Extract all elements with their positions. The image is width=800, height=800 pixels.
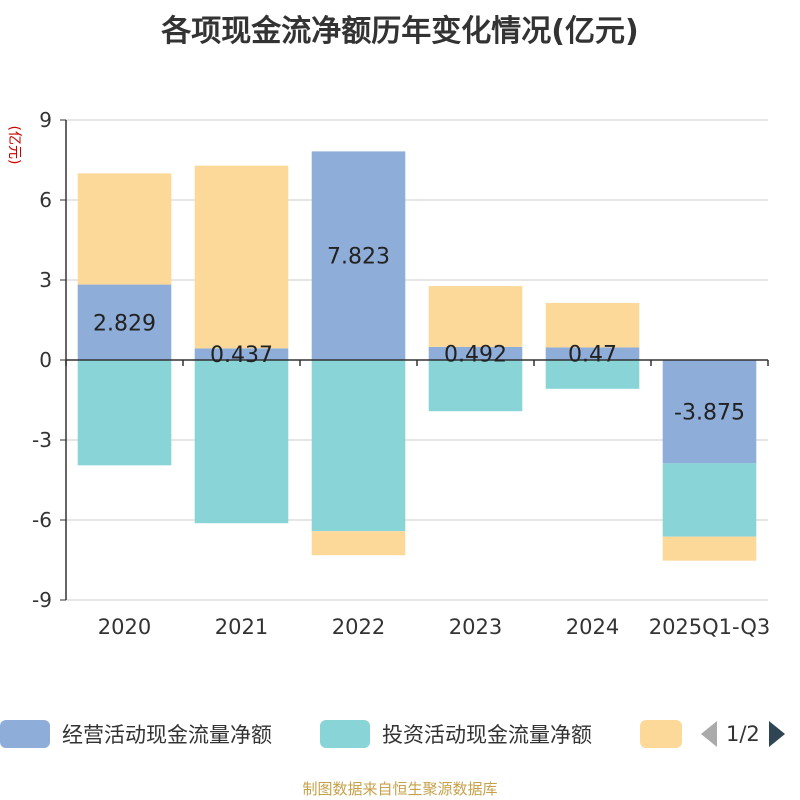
legend-label-investing: 投资活动现金流量净额 — [382, 723, 592, 747]
y-tick-label: -6 — [32, 508, 52, 532]
legend-prev-page-icon[interactable] — [700, 720, 718, 748]
bar-investing-2022[interactable] — [311, 360, 406, 532]
bar-investing-2021[interactable] — [194, 360, 289, 524]
x-tick-label: 2020 — [98, 615, 151, 639]
bar-operating-2023[interactable] — [428, 346, 523, 360]
legend-label-operating: 经营活动现金流量净额 — [62, 723, 272, 747]
x-tick-label: 2024 — [566, 615, 619, 639]
legend-item-operating[interactable]: 经营活动现金流量净额 — [0, 716, 272, 752]
legend-page-indicator: 1/2 — [726, 722, 760, 746]
data-label: 0.492 — [444, 342, 507, 367]
data-label: 0.437 — [210, 343, 273, 368]
y-tick-label: 3 — [39, 268, 52, 292]
legend-next-page-icon[interactable] — [768, 720, 786, 748]
bar-operating-2024[interactable] — [545, 347, 640, 360]
data-label: 0.47 — [568, 343, 617, 368]
bar-investing-2025Q1-Q3[interactable] — [662, 463, 757, 537]
bar-investing-2024[interactable] — [545, 360, 640, 389]
y-axis-unit-label: (亿元) — [6, 126, 22, 165]
legend-swatch-operating — [0, 720, 50, 748]
data-source-note: 制图数据来自恒生聚源数据库 — [302, 780, 498, 798]
x-tick-label: 2023 — [449, 615, 502, 639]
bar-operating-2025Q1-Q3[interactable] — [662, 360, 757, 464]
bar-operating-2020[interactable] — [77, 284, 172, 360]
chart-title: 各项现金流净额历年变化情况(亿元) — [161, 14, 639, 49]
y-tick-label: 0 — [39, 348, 52, 372]
bar-financing-2024[interactable] — [545, 302, 640, 348]
bar-operating-2021[interactable] — [194, 348, 289, 360]
y-tick-label: 9 — [39, 108, 52, 132]
bar-chart: (亿元) 9 6 3 0 -3 -6 -9 2020 2021 2022 2023 2024 2025Q… — [6, 108, 771, 639]
bar-financing-2022[interactable] — [311, 531, 406, 556]
bar-financing-2025Q1-Q3[interactable] — [662, 536, 757, 561]
legend-item-investing[interactable]: 投资活动现金流量净额 — [320, 716, 592, 752]
bar-financing-2023[interactable] — [428, 286, 523, 347]
y-tick-label: 6 — [39, 188, 52, 212]
x-tick-label: 2025Q1-Q3 — [649, 615, 771, 639]
data-label: 7.823 — [327, 245, 390, 270]
data-label: -3.875 — [674, 401, 745, 426]
y-tick-label: -9 — [32, 588, 52, 612]
legend-pager: 1/2 — [700, 716, 786, 752]
legend-item-financing[interactable] — [640, 716, 682, 752]
bar-investing-2023[interactable] — [428, 360, 523, 412]
bar-investing-2020[interactable] — [77, 360, 172, 466]
legend-swatch-financing — [640, 720, 682, 748]
bar-operating-2022[interactable] — [311, 151, 406, 360]
bar-financing-2020[interactable] — [77, 173, 172, 285]
x-tick-label: 2021 — [215, 615, 268, 639]
legend: 经营活动现金流量净额 投资活动现金流量净额 — [0, 716, 800, 756]
data-label: 2.829 — [93, 311, 156, 336]
legend-swatch-investing — [320, 720, 370, 748]
x-tick-label: 2022 — [332, 615, 385, 639]
y-tick-label: -3 — [32, 428, 52, 452]
bar-financing-2021[interactable] — [194, 165, 289, 349]
